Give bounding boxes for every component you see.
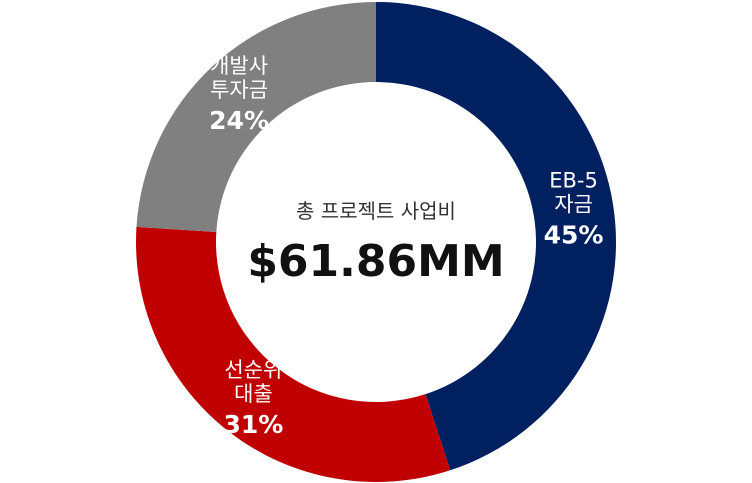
slice-2-label-line-1: 투자금 — [210, 78, 268, 102]
slice-1-percent-label: 31% — [223, 410, 283, 439]
center-total-value: $61.86MM — [247, 236, 504, 287]
donut-slice-1 — [136, 226, 451, 482]
donut-slices — [136, 2, 617, 482]
slice-0-label-line-1: 자금 — [554, 193, 593, 217]
slice-2-label-line-0: 개발사 — [210, 54, 268, 78]
center-caption: 총 프로젝트 사업비 — [296, 199, 456, 223]
slice-0-label-line-0: EB-5 — [549, 169, 598, 193]
donut-slice-2 — [136, 2, 376, 232]
donut-slice-0 — [376, 2, 617, 471]
slice-1-label-line-1: 대출 — [234, 382, 273, 406]
slice-0-percent-label: 45% — [544, 221, 604, 250]
slice-1-label-line-0: 선순위 — [224, 358, 282, 382]
slice-2-percent-label: 24% — [209, 106, 269, 135]
